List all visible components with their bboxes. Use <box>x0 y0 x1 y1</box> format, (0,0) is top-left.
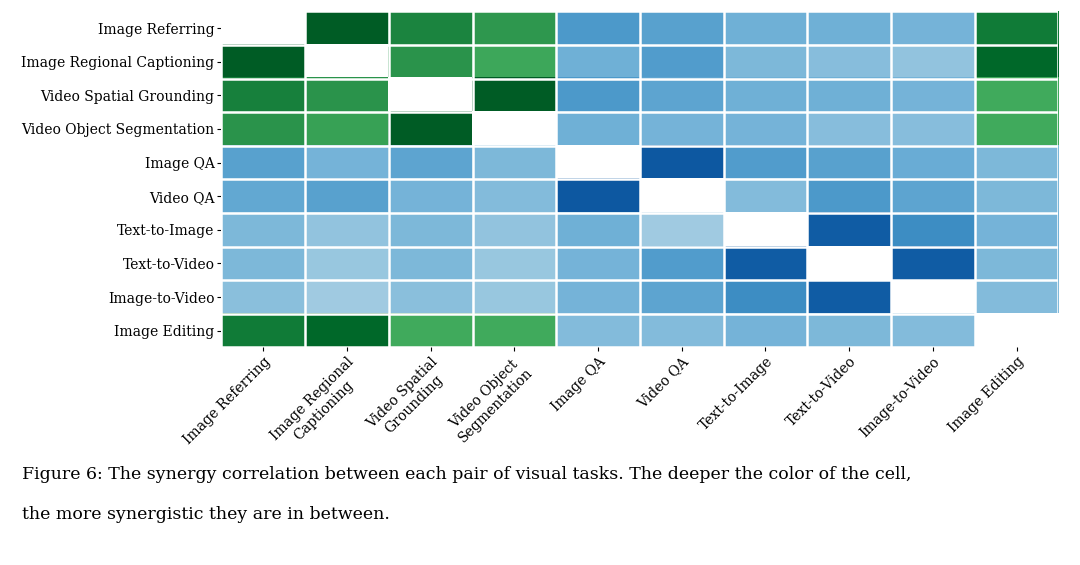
Text: the more synergistic they are in between.: the more synergistic they are in between… <box>22 506 390 523</box>
Text: Figure 6: The synergy correlation between each pair of visual tasks. The deeper : Figure 6: The synergy correlation betwee… <box>22 466 912 483</box>
